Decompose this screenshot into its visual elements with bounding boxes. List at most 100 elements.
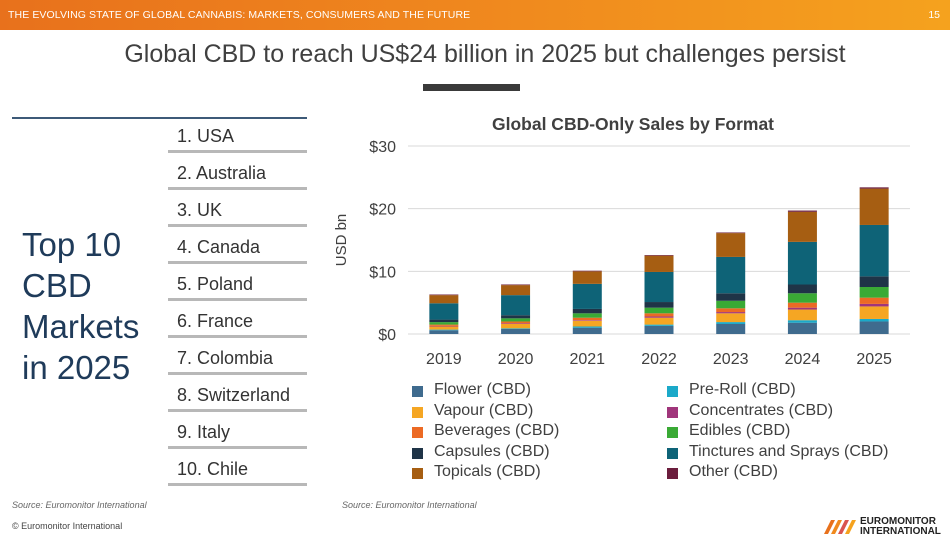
bar-segment: [716, 293, 746, 301]
stacked-bar-chart: $0 $10 $20 $30 USD bn 2019 2020 2021 2022 2023 202…: [333, 139, 910, 368]
bar-segment: [572, 283, 602, 309]
legend-label: Capsules (CBD): [434, 442, 550, 460]
bar-segment: [429, 324, 459, 326]
bar-segment: [644, 316, 674, 318]
header-title: THE EVOLVING STATE OF GLOBAL CANNABIS: M…: [8, 9, 471, 21]
legend-label: Topicals (CBD): [434, 463, 541, 480]
bar-segment: [859, 187, 889, 189]
bar-segment: [429, 330, 459, 334]
bar-segment: [859, 224, 889, 277]
list-item: 10. Chile: [168, 451, 307, 486]
bar-segment: [572, 327, 602, 334]
legend-swatch: [412, 386, 423, 397]
legend-label: Tinctures and Sprays (CBD): [689, 442, 889, 460]
bar-segment: [501, 323, 531, 324]
legend-label: Beverages (CBD): [434, 422, 560, 439]
source-note-left: Source: Euromonitor International: [12, 500, 147, 510]
bar-segment: [716, 313, 746, 323]
bar-segment: [716, 256, 746, 294]
bar-segment: [787, 320, 817, 323]
x-tick-label: 2020: [498, 351, 534, 368]
list-item: 2. Australia: [168, 155, 307, 190]
source-note-right: Source: Euromonitor International: [342, 500, 477, 510]
top10-heading-line: Top 10: [22, 226, 122, 263]
bar-segment: [501, 328, 531, 334]
legend-swatch: [667, 427, 678, 438]
bar-segment: [859, 303, 889, 307]
bar-segment: [429, 303, 459, 320]
bar-segment: [572, 317, 602, 321]
bar-segment: [644, 255, 674, 272]
list-item: 3. UK: [168, 192, 307, 227]
logo-text: EUROMONITOR INTERNATIONAL: [860, 517, 941, 537]
top10-heading-line: in 2025: [22, 349, 131, 386]
bar-segment: [429, 322, 459, 325]
x-tick-label: 2024: [785, 351, 821, 368]
bar-segment: [572, 308, 602, 314]
list-item: 5. Poland: [168, 266, 307, 301]
bar-segment: [644, 317, 674, 325]
x-tick-label: 2019: [426, 351, 462, 368]
legend-swatch: [412, 427, 423, 438]
bar-segment: [644, 307, 674, 314]
bar-segment: [644, 325, 674, 334]
top10-heading-line: CBD: [22, 267, 92, 304]
bar-segment: [429, 294, 459, 296]
x-tick-label: 2021: [569, 351, 605, 368]
bar-segment: [716, 312, 746, 314]
bar-segment: [787, 211, 817, 242]
bar-segment: [429, 325, 459, 327]
legend-swatch: [667, 406, 678, 418]
top10-heading: Top 10 CBD Markets in 2025: [22, 224, 139, 388]
bar-segment: [644, 255, 674, 256]
bar-segment: [501, 295, 531, 316]
legend-label: Edibles (CBD): [689, 422, 791, 439]
legend-label: Other (CBD): [689, 463, 778, 480]
bar-segment: [501, 315, 531, 319]
legend-label: Concentrates (CBD): [689, 401, 834, 419]
bar-segment: [859, 297, 889, 304]
bar-segment: [716, 232, 746, 234]
bar-segment: [429, 319, 459, 323]
bar-segment: [429, 326, 459, 330]
bar-segment: [572, 320, 602, 327]
y-tick-label: $10: [369, 264, 396, 281]
legend-label: Pre-Roll (CBD): [689, 381, 796, 398]
bar-segment: [501, 285, 531, 296]
bar-segment: [644, 302, 674, 308]
y-tick-label: $0: [378, 327, 396, 344]
x-tick-label: 2023: [713, 351, 749, 368]
section-divider: [12, 117, 307, 119]
bar-segment: [644, 271, 674, 303]
y-tick-label: $20: [369, 202, 396, 219]
list-item: 4. Canada: [168, 229, 307, 264]
bar-segment: [644, 313, 674, 317]
bar-segment: [716, 308, 746, 313]
bar-segment: [787, 322, 817, 334]
chart-title: Global CBD-Only Sales by Format: [492, 114, 774, 134]
legend-swatch: [667, 468, 678, 479]
bar-segment: [859, 276, 889, 287]
bar-segment: [501, 284, 531, 286]
header-bar: THE EVOLVING STATE OF GLOBAL CANNABIS: M…: [0, 0, 950, 30]
legend-label: Vapour (CBD): [434, 401, 534, 419]
logo-text-line: EUROMONITOR: [860, 516, 936, 527]
list-item: 6. France: [168, 303, 307, 338]
bar-segment: [787, 284, 817, 294]
bar-segment: [572, 270, 602, 272]
bar-segment: [859, 306, 889, 319]
y-tick-label: $30: [369, 139, 396, 156]
legend-swatch: [667, 386, 678, 397]
top10-heading-line: Markets: [22, 308, 140, 345]
bar-segment: [787, 309, 817, 321]
bar-segment: [501, 321, 531, 324]
legend-swatch: [412, 468, 423, 479]
bar-segment: [716, 233, 746, 257]
y-axis-label: USD bn: [333, 214, 350, 267]
bar-segment: [859, 321, 889, 334]
bar-segment: [501, 328, 531, 329]
bar-segment: [716, 300, 746, 309]
bar-segment: [572, 326, 602, 328]
legend-swatch: [412, 406, 423, 418]
list-item: 7. Colombia: [168, 340, 307, 375]
